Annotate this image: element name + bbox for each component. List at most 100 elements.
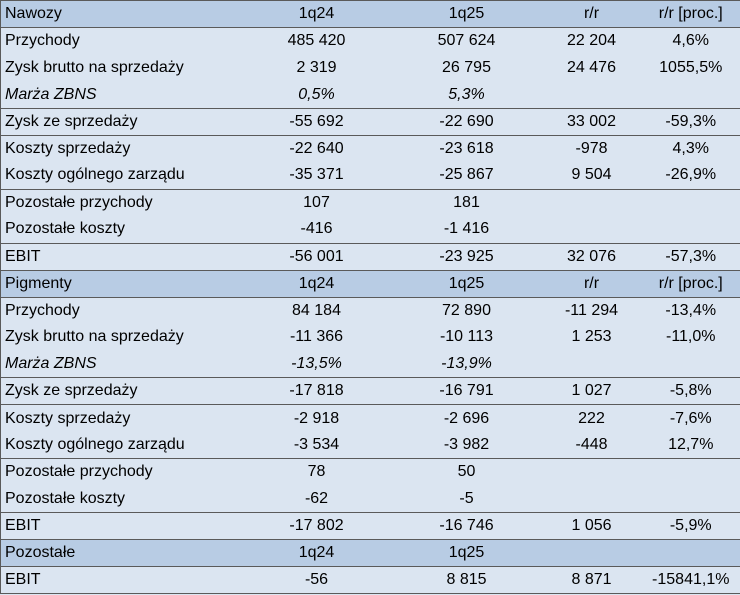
cell-q25: -13,9% [441, 355, 492, 373]
cell-label: Koszty ogólnego zarządu [0, 431, 242, 459]
cell-q24: 0,5% [298, 85, 335, 103]
cell-q24: 485 420 [241, 27, 392, 55]
table-row: Zysk ze sprzedaży -55 692 -22 690 33 002 -59… [0, 107, 740, 136]
cell-yoy [542, 216, 642, 243]
cell-q24: -55 692 [241, 107, 392, 136]
cell-yoy: r/r [541, 269, 642, 298]
cell-q25: -16 746 [391, 512, 542, 540]
cell-q24: -56 001 [241, 242, 392, 271]
table-row: Koszty ogólnego zarządu -35 371 -25 867 9 5… [0, 162, 740, 190]
section-header-row: Pozostałe 1q24 1q25 [0, 539, 740, 567]
cell-yoy: 8 871 [541, 566, 642, 595]
cell-q24: 2 319 [296, 58, 337, 76]
cell-yoy: 1 253 [571, 328, 612, 346]
table-row: Marża ZBNS 0,5% 5,3% [0, 81, 740, 109]
cell-label: Zysk brutto na sprzedaży [0, 324, 242, 351]
cell-yoy: r/r [541, 0, 642, 28]
cell-yoy: -448 [575, 436, 608, 454]
cell-yoy: 1 027 [541, 377, 642, 405]
cell-q25: -5 [459, 489, 474, 507]
cell-q24: -13,5% [291, 355, 342, 373]
cell-yoy: 24 476 [567, 58, 616, 76]
cell-label: Koszty sprzedaży [0, 134, 242, 163]
cell-q25: -10 113 [439, 328, 494, 346]
cell-yoy-pct: -11,0% [641, 324, 740, 351]
cell-yoy-pct [641, 188, 740, 217]
cell-q25: -2 696 [391, 404, 542, 432]
cell-q24: -17 802 [241, 512, 392, 540]
cell-yoy-pct [641, 216, 740, 244]
cell-label: EBIT [0, 566, 242, 595]
cell-label: Zysk brutto na sprzedaży [0, 54, 242, 82]
table-row: Zysk brutto na sprzedaży -11 366 -10 113 1 … [0, 324, 740, 351]
cell-label: EBIT [0, 242, 242, 271]
cell-q24: 1q24 [241, 0, 392, 28]
table-row: Pozostałe przychody 107 181 [0, 188, 740, 217]
table-row: EBIT -17 802 -16 746 1 056 -5,9% [0, 512, 740, 540]
cell-yoy [541, 539, 642, 567]
cell-q24: 1q24 [241, 269, 392, 298]
cell-yoy-pct: -7,6% [641, 404, 740, 432]
cell-label: Marża ZBNS [0, 81, 242, 109]
cell-yoy: 33 002 [541, 107, 642, 136]
cell-label: Pozostałe przychody [0, 188, 242, 217]
table-row: Koszty sprzedaży -2 918 -2 696 222 -7,6% [0, 404, 740, 432]
section-header-row: Pigmenty 1q24 1q25 r/r r/r [proc.] [0, 269, 740, 298]
table-row: Pozostałe koszty -62 -5 [0, 485, 740, 513]
cell-yoy-pct: 1055,5% [641, 54, 740, 82]
table-row: Zysk ze sprzedaży -17 818 -16 791 1 027 -5,8… [0, 377, 740, 405]
cell-q25: -23 618 [391, 134, 542, 163]
cell-q25: -3 982 [443, 436, 490, 454]
cell-yoy: 22 204 [541, 27, 642, 55]
cell-yoy-pct: 4,6% [641, 27, 740, 55]
cell-yoy [541, 458, 642, 486]
cell-q24: 107 [241, 188, 392, 217]
cell-label: Pigmenty [0, 269, 242, 298]
cell-q25: 8 815 [391, 566, 542, 595]
cell-q25: -25 867 [439, 166, 494, 184]
cell-yoy [542, 81, 642, 108]
cell-yoy-pct: -5,9% [641, 512, 740, 540]
cell-label: Koszty ogólnego zarządu [0, 162, 242, 190]
cell-label: EBIT [0, 512, 242, 540]
cell-q24: 1q24 [241, 539, 392, 567]
cell-q24: -17 818 [241, 377, 392, 405]
cell-yoy-pct: 12,7% [641, 431, 740, 459]
cell-q25: 181 [391, 188, 542, 217]
cell-yoy: 1 056 [541, 512, 642, 540]
cell-q24: -2 918 [241, 404, 392, 432]
cell-yoy [542, 486, 642, 513]
cell-yoy-pct: -26,9% [641, 162, 740, 190]
cell-label: Marża ZBNS [0, 350, 242, 378]
cell-label: Pozostałe koszty [0, 216, 242, 244]
cell-q25: -23 925 [391, 242, 542, 271]
cell-yoy-pct: 4,3% [641, 134, 740, 163]
cell-q25: -1 416 [443, 220, 490, 238]
cell-label: Przychody [0, 296, 242, 324]
cell-yoy: 32 076 [541, 242, 642, 271]
cell-label: Zysk ze sprzedaży [0, 377, 242, 405]
table-row: Koszty ogólnego zarządu -3 534 -3 982 -448 1… [0, 431, 740, 459]
cell-q25: 5,3% [448, 85, 485, 103]
table-row: Koszty sprzedaży -22 640 -23 618 -978 4,3% [0, 134, 740, 163]
cell-yoy-pct: -5,8% [641, 377, 740, 405]
cell-yoy-pct: -13,4% [641, 296, 740, 324]
table-row: EBIT -56 8 815 8 871 -15841,1% [0, 566, 740, 595]
cell-yoy-pct [641, 458, 740, 486]
cell-yoy-pct: r/r [proc.] [641, 269, 740, 298]
table-row: Przychody 485 420 507 624 22 204 4,6% [0, 27, 740, 55]
section-header-row: Nawozy 1q24 1q25 r/r r/r [proc.] [0, 0, 740, 28]
table-row: Przychody 84 184 72 890 -11 294 -13,4% [0, 296, 740, 324]
cell-q25: 26 795 [442, 58, 491, 76]
cell-q24: -62 [304, 489, 329, 507]
cell-yoy [542, 351, 642, 378]
cell-yoy-pct [641, 485, 740, 513]
cell-q25: 1q25 [391, 0, 542, 28]
table-row: Marża ZBNS -13,5% -13,9% [0, 350, 740, 378]
cell-q24: -416 [300, 220, 333, 238]
cell-label: Pozostałe [0, 539, 242, 567]
cell-yoy-pct [641, 539, 740, 567]
table-row: Pozostałe koszty -416 -1 416 [0, 216, 740, 244]
